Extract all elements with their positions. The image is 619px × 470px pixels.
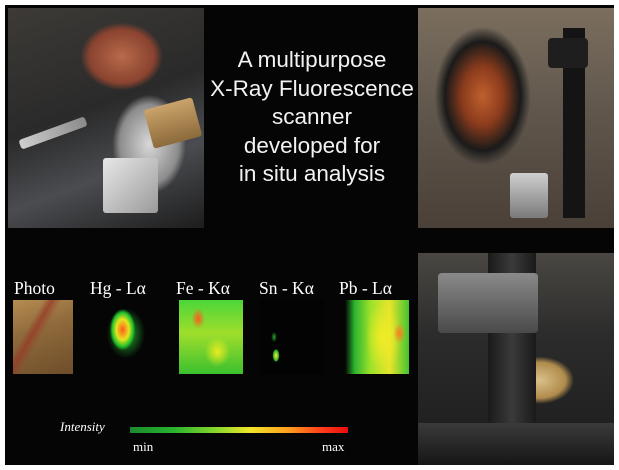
photo-scanner-detail (418, 253, 614, 465)
title-line: A multipurpose (237, 47, 387, 72)
map-sn (260, 300, 324, 374)
title-line: developed for (243, 132, 381, 158)
poster-title: A multipurpose X-Ray Fluorescence scanne… (206, 46, 418, 189)
title-line: scanner (271, 104, 353, 129)
map-pb (345, 300, 409, 374)
scale-min-label: min (133, 439, 154, 454)
title-line: in situ analysis (238, 161, 386, 186)
map-label-photo: Photo (14, 278, 55, 298)
map-photo (13, 300, 73, 374)
map-hg (97, 300, 161, 374)
photo-scanner-with-vase (418, 8, 614, 228)
map-label-fe: Fe - Kα (176, 278, 230, 298)
map-label-hg: Hg - Lα (90, 278, 146, 298)
photo-scanner-with-amphora (8, 8, 204, 228)
map-label-pb: Pb - Lα (339, 278, 392, 298)
title-line: X-Ray Fluorescence (210, 75, 414, 101)
scale-max-label: max (322, 439, 345, 454)
map-fe (179, 300, 243, 374)
intensity-label: Intensity (60, 419, 105, 434)
map-label-sn: Sn - Kα (259, 278, 314, 298)
intensity-color-scale (130, 427, 348, 433)
